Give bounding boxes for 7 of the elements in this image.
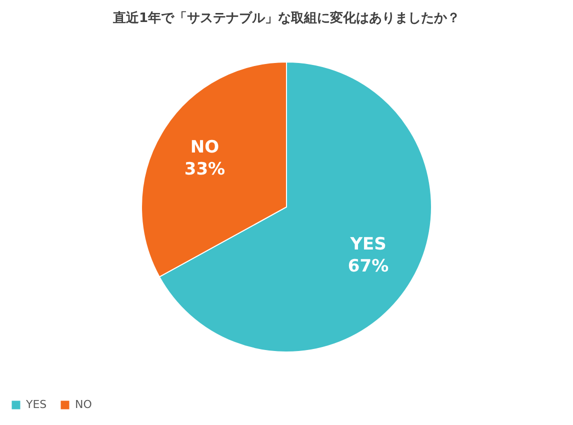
slice-label: NO <box>190 138 220 158</box>
slice-label: YES <box>349 234 386 254</box>
legend-label: YES <box>25 398 47 411</box>
data-label: 33% <box>184 160 226 180</box>
legend-label: NO <box>75 398 92 411</box>
data-label: 67% <box>348 256 389 276</box>
chart-title: 直近1年で「サステナブル」な取組に変化はありましたか？ <box>112 10 460 26</box>
